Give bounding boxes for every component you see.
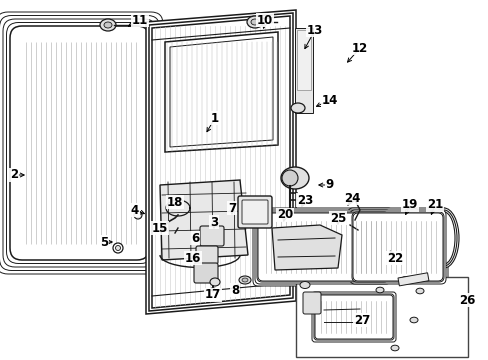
Text: 7: 7 [227,202,236,215]
Ellipse shape [409,317,417,323]
Polygon shape [146,10,295,314]
FancyBboxPatch shape [0,15,159,270]
Ellipse shape [209,278,220,286]
Ellipse shape [250,19,259,25]
Text: 19: 19 [401,198,417,211]
Ellipse shape [100,19,116,31]
Text: 27: 27 [353,314,369,327]
Ellipse shape [432,212,454,264]
Ellipse shape [134,211,142,219]
Text: 6: 6 [190,231,199,244]
Text: 10: 10 [256,13,273,27]
Ellipse shape [115,246,120,251]
Text: 1: 1 [210,112,219,125]
FancyBboxPatch shape [258,213,387,281]
Ellipse shape [415,288,423,294]
FancyBboxPatch shape [257,212,388,282]
Text: 14: 14 [321,94,338,107]
Text: 3: 3 [209,216,218,229]
Text: 20: 20 [276,208,292,221]
FancyBboxPatch shape [0,12,163,274]
Ellipse shape [305,299,313,305]
Text: 21: 21 [426,198,442,211]
Text: 5: 5 [100,235,108,248]
Bar [294,28,312,113]
Text: 8: 8 [230,284,239,297]
Text: 23: 23 [296,194,312,207]
FancyBboxPatch shape [314,295,392,339]
Text: 11: 11 [132,13,148,27]
FancyBboxPatch shape [10,26,149,260]
Ellipse shape [430,210,456,266]
Text: 12: 12 [351,41,367,54]
Ellipse shape [375,287,383,293]
FancyBboxPatch shape [200,226,224,246]
Text: 16: 16 [184,252,201,265]
FancyBboxPatch shape [242,200,267,224]
Ellipse shape [395,210,427,266]
Text: 9: 9 [325,179,333,192]
FancyBboxPatch shape [196,246,218,264]
FancyBboxPatch shape [352,213,442,281]
Ellipse shape [393,208,429,268]
Text: 4: 4 [131,203,139,216]
Text: 2: 2 [10,168,18,181]
FancyBboxPatch shape [313,294,393,340]
Text: 17: 17 [204,288,221,302]
Polygon shape [160,180,247,260]
Ellipse shape [390,345,398,351]
FancyBboxPatch shape [254,210,390,284]
Polygon shape [164,32,278,152]
FancyBboxPatch shape [194,263,218,283]
FancyBboxPatch shape [311,292,395,342]
Bar [295,277,467,357]
FancyBboxPatch shape [252,208,392,286]
Ellipse shape [299,282,309,288]
Polygon shape [170,37,272,147]
Text: 26: 26 [458,293,474,306]
Ellipse shape [281,167,308,189]
Ellipse shape [239,276,250,284]
Text: 18: 18 [166,195,183,208]
Polygon shape [152,16,289,308]
Ellipse shape [397,212,425,264]
Bar [296,30,310,90]
FancyBboxPatch shape [347,208,447,286]
FancyBboxPatch shape [6,22,152,264]
Bar [397,273,428,286]
FancyBboxPatch shape [303,292,320,314]
FancyBboxPatch shape [351,212,443,282]
Text: 25: 25 [329,211,346,225]
Text: 15: 15 [151,221,168,234]
Ellipse shape [428,208,458,268]
Ellipse shape [400,276,410,284]
Ellipse shape [104,22,112,28]
FancyBboxPatch shape [3,19,156,267]
FancyBboxPatch shape [349,210,445,284]
Text: 13: 13 [306,23,323,36]
Ellipse shape [246,16,263,28]
Text: 24: 24 [343,192,360,204]
Ellipse shape [113,243,123,253]
Text: 22: 22 [386,252,402,265]
Ellipse shape [290,103,305,113]
Ellipse shape [242,278,247,282]
Polygon shape [271,225,341,270]
Polygon shape [149,13,292,311]
FancyBboxPatch shape [238,196,271,228]
Ellipse shape [282,170,297,186]
